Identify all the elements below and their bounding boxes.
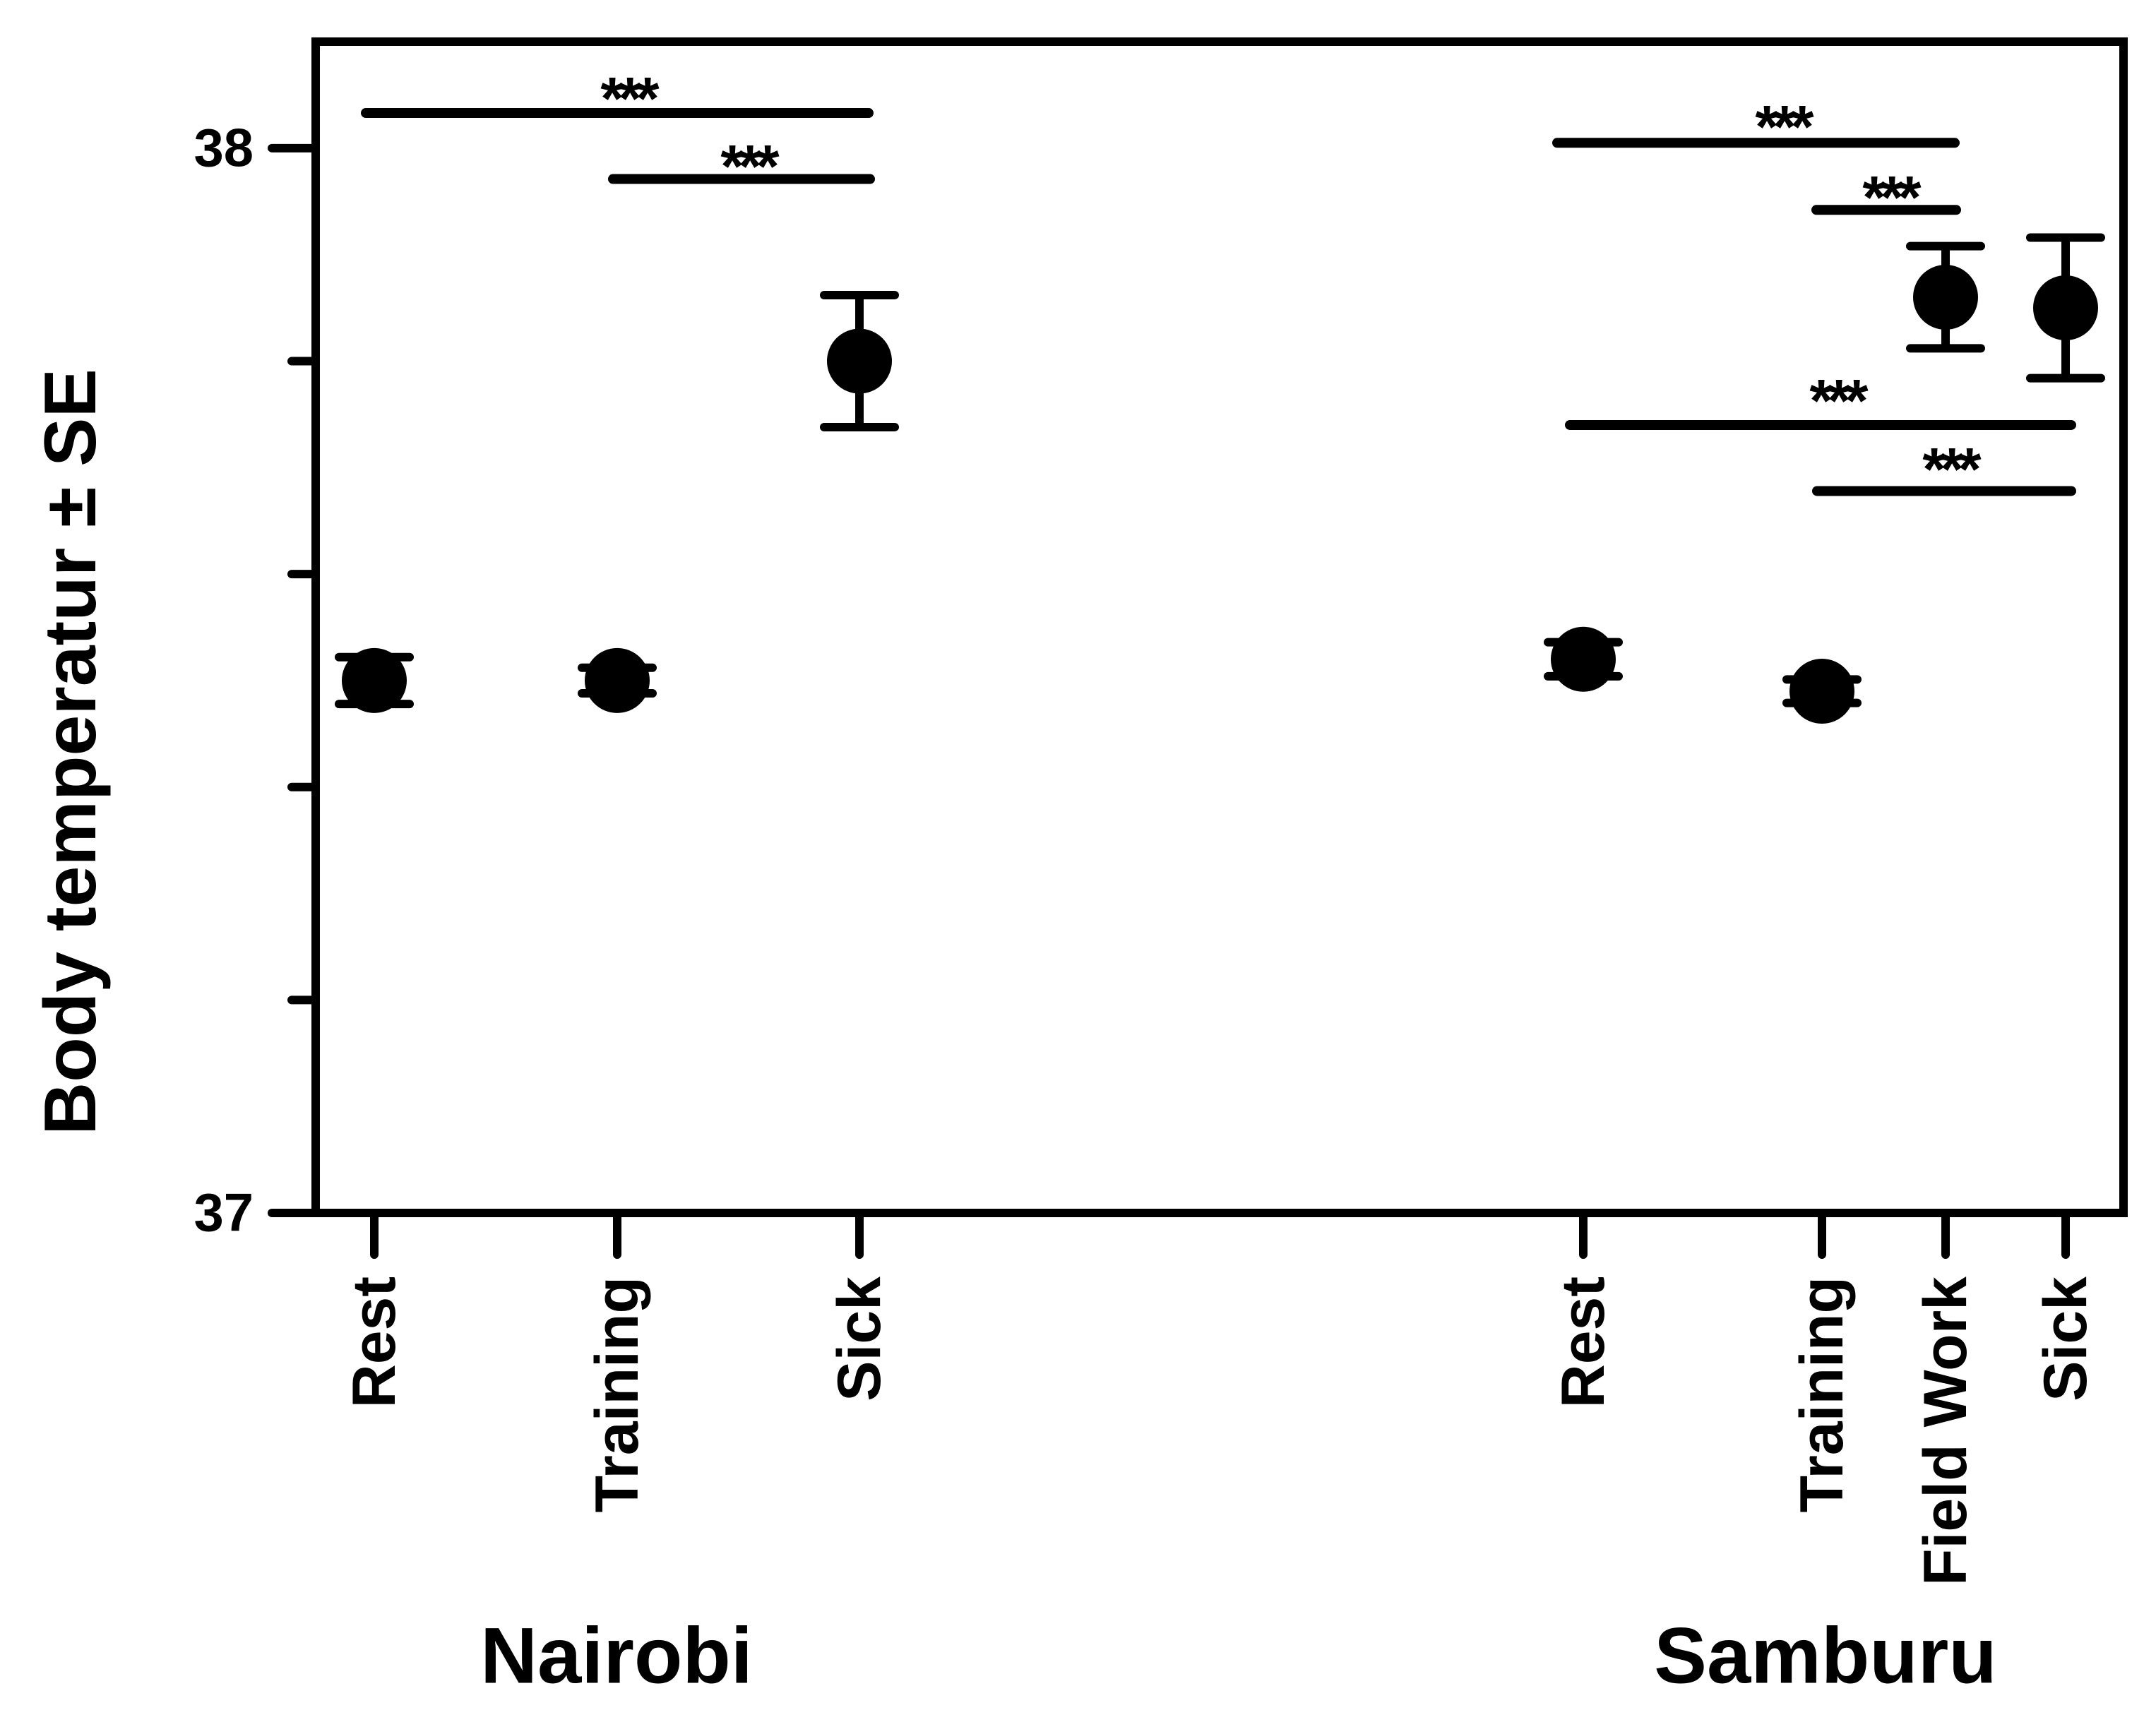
data-point-nairobi-rest xyxy=(342,647,407,713)
y-axis-label: Body temperatur ± SE xyxy=(30,369,112,1135)
x-tick-label-samburu-field-work: Field Work xyxy=(1912,1276,1979,1586)
data-point-samburu-sick xyxy=(2033,275,2098,341)
x-tick-label-nairobi-rest: Rest xyxy=(340,1276,408,1408)
significance-stars-samburu-training-vs-samburu-field-work: *** xyxy=(1862,165,1921,232)
significance-stars-samburu-training-vs-samburu-sick: *** xyxy=(1922,436,1981,503)
x-tick-label-nairobi-sick: Sick xyxy=(826,1276,893,1401)
x-tick-label-samburu-sick: Sick xyxy=(2032,1276,2100,1401)
x-tick-label-nairobi-training: Training xyxy=(583,1276,651,1512)
data-point-nairobi-training xyxy=(585,647,650,713)
x-tick-label-samburu-training: Training xyxy=(1788,1276,1856,1512)
group-label-nairobi: Nairobi xyxy=(480,1612,753,1700)
data-point-samburu-training xyxy=(1789,658,1854,724)
y-tick-label-38: 38 xyxy=(193,118,254,178)
significance-stars-nairobi-training-vs-nairobi-sick: *** xyxy=(720,133,779,201)
group-label-samburu: Samburu xyxy=(1654,1612,1996,1700)
y-tick-label-37: 37 xyxy=(193,1183,254,1243)
significance-stars-nairobi-rest-vs-nairobi-sick: *** xyxy=(600,66,659,133)
significance-stars-samburu-rest-vs-samburu-sick: *** xyxy=(1809,368,1868,435)
plot-frame xyxy=(311,37,2128,1217)
x-tick-label-samburu-rest: Rest xyxy=(1549,1276,1617,1408)
data-point-samburu-rest xyxy=(1551,626,1616,692)
data-point-samburu-field-work xyxy=(1913,264,1978,330)
significance-stars-samburu-rest-vs-samburu-field-work: *** xyxy=(1755,94,1813,161)
data-point-nairobi-sick xyxy=(827,328,892,394)
